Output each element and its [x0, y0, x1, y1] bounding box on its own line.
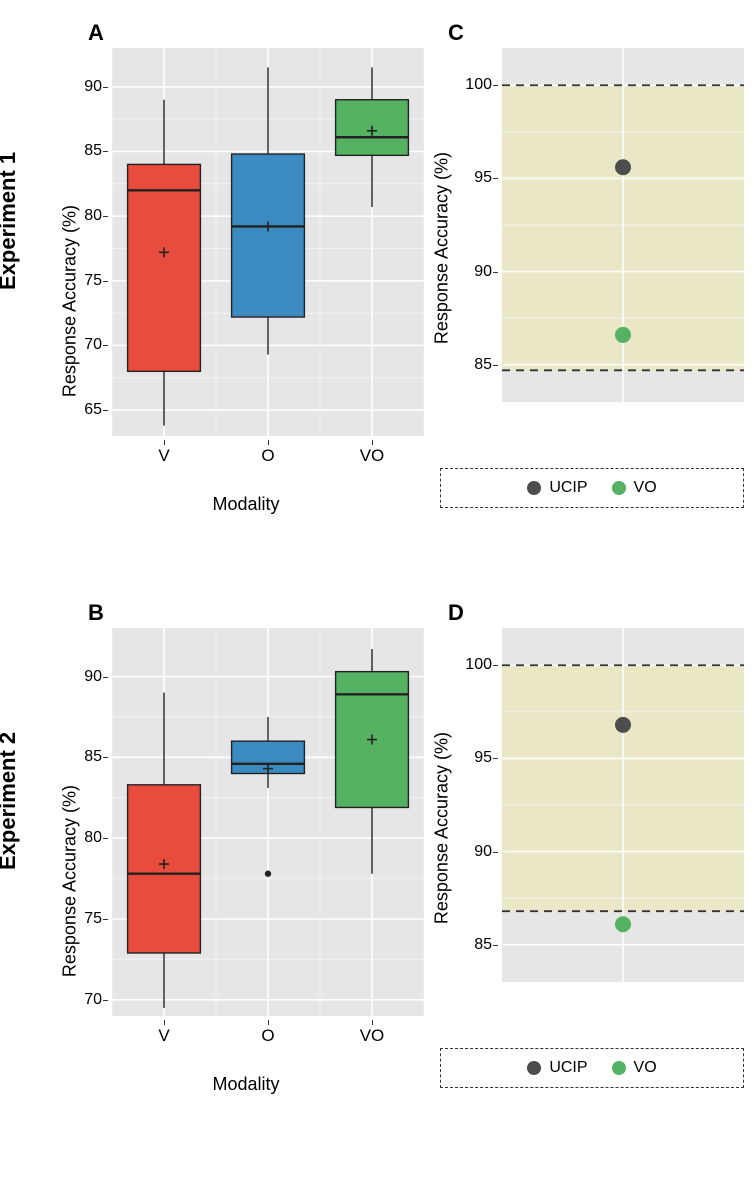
- plot-bg-B: [112, 628, 424, 1016]
- figure-grid: Experiment 1 A Response Accuracy (%) 657…: [10, 20, 746, 1140]
- y-ticks-A: 65 70 75 80 85 90: [68, 48, 108, 436]
- y-tick-label: 70: [84, 991, 102, 1009]
- y-tick-label: 90: [474, 263, 492, 281]
- legend-item: VO: [612, 1059, 657, 1077]
- scatter-C: Response Accuracy (%) 859095100 UCIPVO: [440, 48, 744, 560]
- y-tick-label: 75: [84, 272, 102, 290]
- y-tick-label: 100: [465, 656, 492, 674]
- legend-C: UCIP VO: [440, 468, 744, 508]
- legend-label: UCIP: [549, 1059, 587, 1077]
- legend-label: VO: [634, 479, 657, 497]
- legend-item: VO: [612, 479, 657, 497]
- boxplot-A: Response Accuracy (%) 657075808590 VOVO …: [68, 48, 424, 560]
- cell-A: Experiment 1 A Response Accuracy (%) 657…: [10, 20, 430, 560]
- y-tick-label: 90: [84, 78, 102, 96]
- cell-C: C Response Accuracy (%) 859095100 UCIPVO: [440, 20, 750, 560]
- legend-item: UCIP: [527, 479, 587, 497]
- y-tick-label: 95: [474, 749, 492, 767]
- y-tick-label: 80: [84, 829, 102, 847]
- x-tick-label: V: [158, 446, 169, 466]
- cell-D: D Response Accuracy (%) 859095100 UCIPVO: [440, 600, 750, 1140]
- x-ticks-B: VOVO: [112, 1020, 424, 1068]
- y-axis-label-C: Response Accuracy (%): [432, 152, 453, 344]
- plot-bg-A: [112, 48, 424, 436]
- panel-letter-D: D: [448, 600, 464, 626]
- y-axis-label-D: Response Accuracy (%): [432, 732, 453, 924]
- y-tick-label: 70: [84, 336, 102, 354]
- plot-bg-C: [502, 48, 744, 402]
- y-tick-label: 90: [474, 843, 492, 861]
- y-tick-label: 80: [84, 207, 102, 225]
- x-tick-label: VO: [360, 446, 385, 466]
- x-axis-label-A: Modality: [68, 494, 424, 515]
- panel-letter-B: B: [88, 600, 104, 626]
- x-tick-label: VO: [360, 1026, 385, 1046]
- y-ticks-B: 70 75 80 85 90: [68, 628, 108, 1016]
- x-tick-label: O: [261, 446, 274, 466]
- legend-dot: [612, 1061, 626, 1075]
- legend-dot: [612, 481, 626, 495]
- panel-letter-A: A: [88, 20, 104, 46]
- cell-B: Experiment 2 B Response Accuracy (%) 707…: [10, 600, 430, 1140]
- x-tick-label: O: [261, 1026, 274, 1046]
- x-ticks-A: VOVO: [112, 440, 424, 488]
- legend-dot: [527, 481, 541, 495]
- scatter-D: Response Accuracy (%) 859095100 UCIPVO: [440, 628, 744, 1140]
- plot-bg-D: [502, 628, 744, 982]
- y-tick-label: 75: [84, 910, 102, 928]
- x-tick-label: V: [158, 1026, 169, 1046]
- row-label-exp1: Experiment 1: [0, 152, 21, 290]
- y-tick-label: 85: [84, 748, 102, 766]
- y-tick-label: 65: [84, 401, 102, 419]
- legend-dot: [527, 1061, 541, 1075]
- y-tick-label: 100: [465, 76, 492, 94]
- y-tick-label: 85: [474, 356, 492, 374]
- legend-item: UCIP: [527, 1059, 587, 1077]
- legend-label: UCIP: [549, 479, 587, 497]
- y-tick-label: 85: [474, 936, 492, 954]
- y-tick-label: 90: [84, 668, 102, 686]
- boxplot-B: Response Accuracy (%) 7075808590 VOVO Mo…: [68, 628, 424, 1140]
- y-tick-label: 95: [474, 169, 492, 187]
- legend-label: VO: [634, 1059, 657, 1077]
- x-axis-label-B: Modality: [68, 1074, 424, 1095]
- y-tick-label: 85: [84, 142, 102, 160]
- legend-D: UCIP VO: [440, 1048, 744, 1088]
- panel-letter-C: C: [448, 20, 464, 46]
- row-label-exp2: Experiment 2: [0, 732, 21, 870]
